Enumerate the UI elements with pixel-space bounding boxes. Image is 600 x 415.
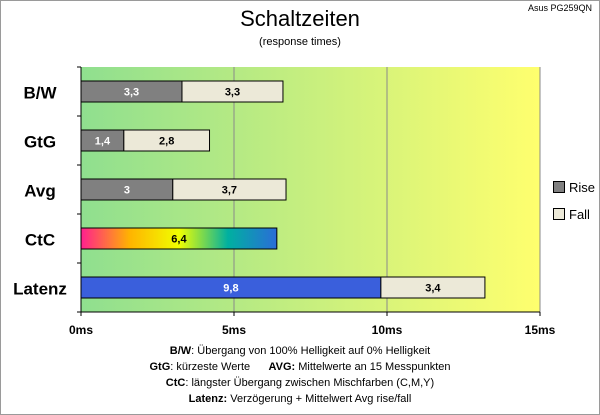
category-label: CtC <box>25 231 55 250</box>
note-line-latenz: Latenz: Verzögerung + Mittelwert Avg ris… <box>0 391 600 407</box>
note-text-ctc: : längster Übergang zwischen Mischfarben… <box>185 377 435 389</box>
legend-item-fall: Fall <box>553 205 595 223</box>
legend-item-rise: Rise <box>553 178 595 196</box>
data-label-rise: 9,8 <box>223 283 238 295</box>
x-tick-label: 10ms <box>372 323 403 337</box>
category-label: Latenz <box>13 280 67 299</box>
legend-label-fall: Fall <box>569 206 590 222</box>
chart-title: Schaltzeiten <box>240 6 360 31</box>
note-label-ctc: CtC <box>165 377 186 389</box>
data-label-rise: 3,3 <box>124 87 139 99</box>
note-text-avg: Mittelwerte an 15 Messpunkten <box>295 361 451 373</box>
data-label-fall: 3,7 <box>222 185 237 197</box>
x-tick-label: 5ms <box>222 323 246 337</box>
bar-fall <box>172 178 287 201</box>
x-tick-label: 0ms <box>69 323 93 337</box>
data-label-rise: 3 <box>124 185 130 197</box>
note-text-latenz: Verzögerung + Mittelwert Avg rise/fall <box>227 393 412 405</box>
legend-swatch-fall <box>553 208 565 220</box>
data-label-rise: 1,4 <box>95 136 111 148</box>
category-label: Avg <box>24 182 56 201</box>
bar-fall <box>123 129 211 152</box>
data-label-fall: 3,3 <box>225 87 240 99</box>
note-line-gtg-avg: GtG: kürzeste Werte AVG: Mittelwerte an … <box>0 359 600 375</box>
note-text-gtg: : kürzeste Werte <box>170 361 251 373</box>
note-label-gtg: GtG <box>149 361 171 373</box>
category-label: B/W <box>23 84 57 103</box>
category-label: GtG <box>24 133 56 152</box>
note-line-bw: B/W: Übergang von 100% Helligkeit auf 0%… <box>0 343 600 359</box>
note-text-bw: : Übergang von 100% Helligkeit auf 0% He… <box>191 345 431 357</box>
monitor-label: Asus PG259QN <box>527 3 592 13</box>
legend: Rise Fall <box>553 178 595 232</box>
note-label-bw: B/W <box>169 345 192 357</box>
data-label-fall: 3,4 <box>425 283 441 295</box>
legend-swatch-rise <box>553 181 565 193</box>
notes: B/W: Übergang von 100% Helligkeit auf 0%… <box>0 343 600 407</box>
note-label-latenz: Latenz: <box>188 393 228 405</box>
bar-fall <box>181 80 284 103</box>
x-tick-label: 15ms <box>525 323 556 337</box>
legend-label-rise: Rise <box>569 179 596 195</box>
data-label-rise: 6,4 <box>171 234 187 246</box>
bar-rise <box>80 227 278 250</box>
bar-fall <box>380 276 486 299</box>
note-line-ctc: CtC: längster Übergang zwischen Mischfar… <box>0 375 600 391</box>
data-label-fall: 2,8 <box>159 136 174 148</box>
note-label-avg: AVG: <box>268 361 296 373</box>
chart-subtitle: (response times) <box>259 36 341 48</box>
